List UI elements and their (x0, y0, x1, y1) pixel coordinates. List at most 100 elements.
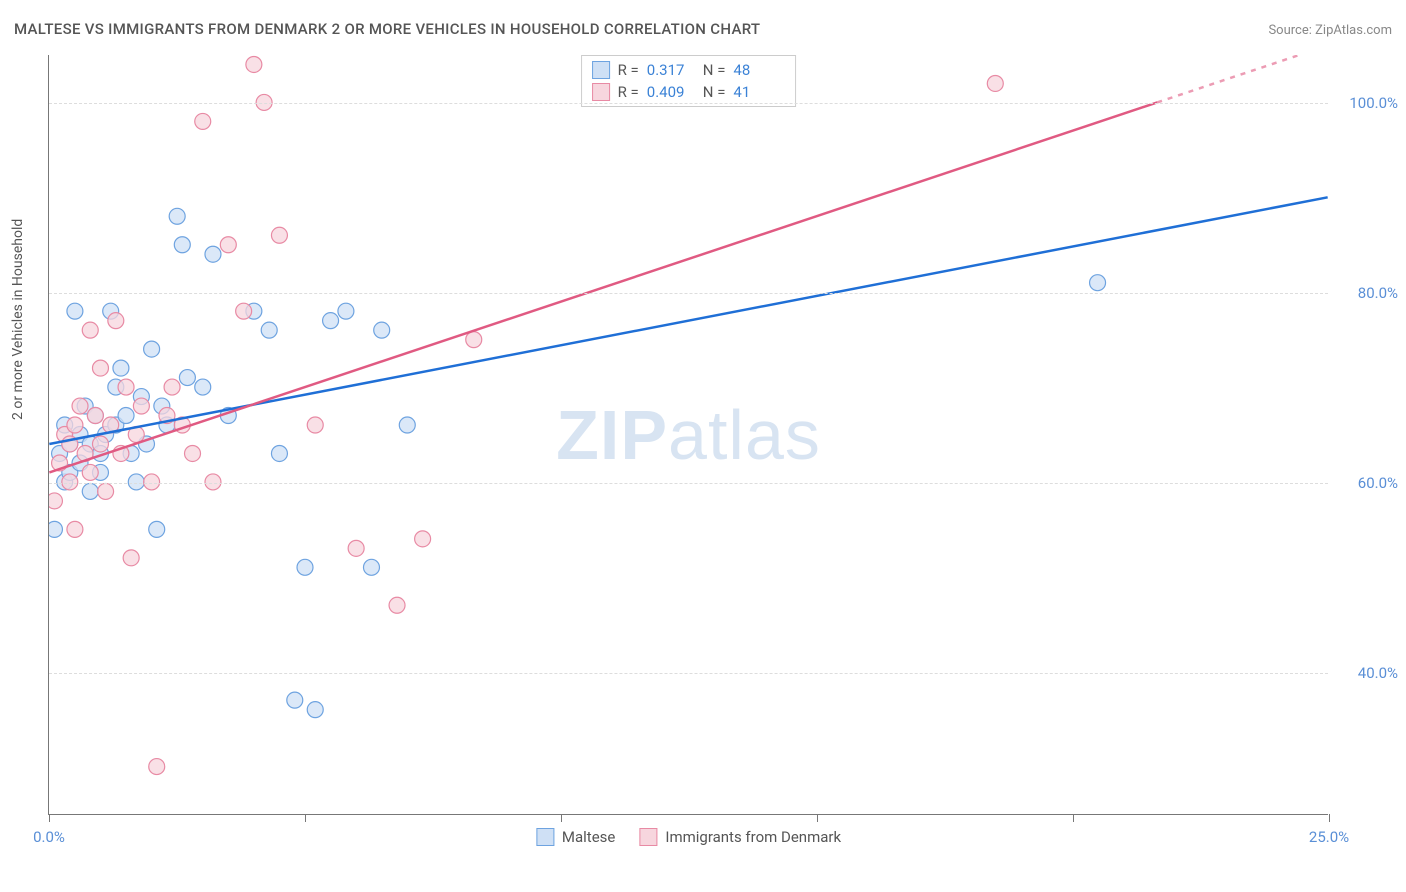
scatter-point-denmark (271, 227, 287, 243)
scatter-point-denmark (67, 417, 83, 433)
scatter-point-maltese (62, 464, 78, 480)
scatter-point-maltese (363, 559, 379, 575)
source-attribution: Source: ZipAtlas.com (1268, 23, 1392, 38)
scatter-point-denmark (98, 483, 114, 499)
scatter-point-maltese (92, 464, 108, 480)
scatter-point-maltese (246, 303, 262, 319)
scatter-point-maltese (220, 408, 236, 424)
scatter-point-maltese (82, 483, 98, 499)
y-tick-label: 40.0% (1358, 664, 1398, 682)
r-label: R = (618, 81, 639, 103)
scatter-point-maltese (113, 360, 129, 376)
scatter-point-denmark (108, 313, 124, 329)
x-tick (817, 814, 818, 822)
scatter-point-maltese (154, 398, 170, 414)
scatter-point-maltese (108, 417, 124, 433)
scatter-point-denmark (195, 113, 211, 129)
scatter-point-denmark (185, 445, 201, 461)
y-axis-label: 2 or more Vehicles in Household (10, 219, 26, 420)
scatter-point-maltese (139, 436, 155, 452)
scatter-point-denmark (49, 493, 62, 509)
grid-line-h (49, 293, 1328, 294)
scatter-point-maltese (338, 303, 354, 319)
watermark-bold: ZIP (556, 396, 668, 474)
scatter-point-denmark (246, 56, 262, 72)
scatter-point-maltese (62, 436, 78, 452)
x-tick (1329, 814, 1330, 822)
scatter-point-denmark (82, 322, 98, 338)
scatter-point-denmark (72, 398, 88, 414)
swatch-denmark (592, 83, 610, 101)
scatter-point-denmark (174, 417, 190, 433)
source-link[interactable]: ZipAtlas.com (1315, 23, 1392, 38)
scatter-point-denmark (307, 417, 323, 433)
scatter-point-maltese (374, 322, 390, 338)
scatter-point-maltese (159, 417, 175, 433)
x-tick-label: 0.0% (33, 828, 65, 846)
scatter-point-maltese (108, 379, 124, 395)
regression-line-layer (49, 55, 1328, 814)
scatter-point-maltese (195, 379, 211, 395)
r-value-denmark: 0.409 (647, 81, 695, 103)
legend-swatch-maltese (536, 828, 554, 846)
scatter-point-maltese (67, 303, 83, 319)
scatter-point-maltese (82, 436, 98, 452)
scatter-point-denmark (348, 540, 364, 556)
legend-item-denmark[interactable]: Immigrants from Denmark (639, 828, 841, 846)
series-legend: Maltese Immigrants from Denmark (536, 828, 841, 846)
grid-line-h (49, 103, 1328, 104)
scatter-point-maltese (133, 389, 149, 405)
regression-line-dashed-denmark (1157, 55, 1327, 102)
scatter-point-denmark (159, 408, 175, 424)
scatter-point-maltese (77, 398, 93, 414)
scatter-point-denmark (62, 436, 78, 452)
y-tick-label: 60.0% (1358, 474, 1398, 492)
legend-swatch-denmark (639, 828, 657, 846)
scatter-point-maltese (205, 246, 221, 262)
scatter-point-maltese (297, 559, 313, 575)
scatter-point-maltese (144, 341, 160, 357)
grid-line-h (49, 673, 1328, 674)
n-label: N = (703, 59, 726, 81)
scatter-point-maltese (179, 370, 195, 386)
swatch-maltese (592, 61, 610, 79)
scatter-point-maltese (98, 427, 114, 443)
stats-row-denmark: R =0.409N =41 (592, 81, 782, 103)
scatter-point-maltese (123, 445, 139, 461)
grid-line-h (49, 483, 1328, 484)
regression-line-denmark (49, 102, 1157, 472)
legend-label-maltese: Maltese (562, 828, 615, 846)
scatter-point-denmark (103, 417, 119, 433)
n-label: N = (703, 81, 726, 103)
r-label: R = (618, 59, 639, 81)
scatter-point-maltese (174, 237, 190, 253)
scatter-point-maltese (271, 445, 287, 461)
watermark-light: atlas (668, 396, 821, 474)
scatter-point-denmark (92, 360, 108, 376)
scatter-point-denmark (87, 408, 103, 424)
scatter-point-denmark (77, 445, 93, 461)
r-value-maltese: 0.317 (647, 59, 695, 81)
scatter-point-maltese (72, 455, 88, 471)
scatter-point-maltese (399, 417, 415, 433)
regression-line-maltese (49, 197, 1327, 444)
x-tick (1073, 814, 1074, 822)
stats-legend-box: R =0.317N =48R =0.409N =41 (581, 55, 797, 107)
chart-container: MALTESE VS IMMIGRANTS FROM DENMARK 2 OR … (0, 0, 1406, 892)
scatter-point-denmark (128, 427, 144, 443)
plot-area: ZIPatlas R =0.317N =48R =0.409N =41 Malt… (48, 55, 1328, 815)
y-tick-label: 80.0% (1358, 284, 1398, 302)
legend-label-denmark: Immigrants from Denmark (665, 828, 841, 846)
x-tick-label: 25.0% (1309, 828, 1349, 846)
scatter-point-maltese (92, 445, 108, 461)
scatter-point-denmark (415, 531, 431, 547)
scatter-point-maltese (72, 427, 88, 443)
scatter-point-denmark (118, 379, 134, 395)
x-tick (49, 814, 50, 822)
scatter-point-maltese (57, 417, 73, 433)
scatter-point-denmark (52, 455, 68, 471)
scatter-point-denmark (113, 445, 129, 461)
legend-item-maltese[interactable]: Maltese (536, 828, 615, 846)
scatter-point-denmark (67, 521, 83, 537)
scatter-point-maltese (87, 408, 103, 424)
